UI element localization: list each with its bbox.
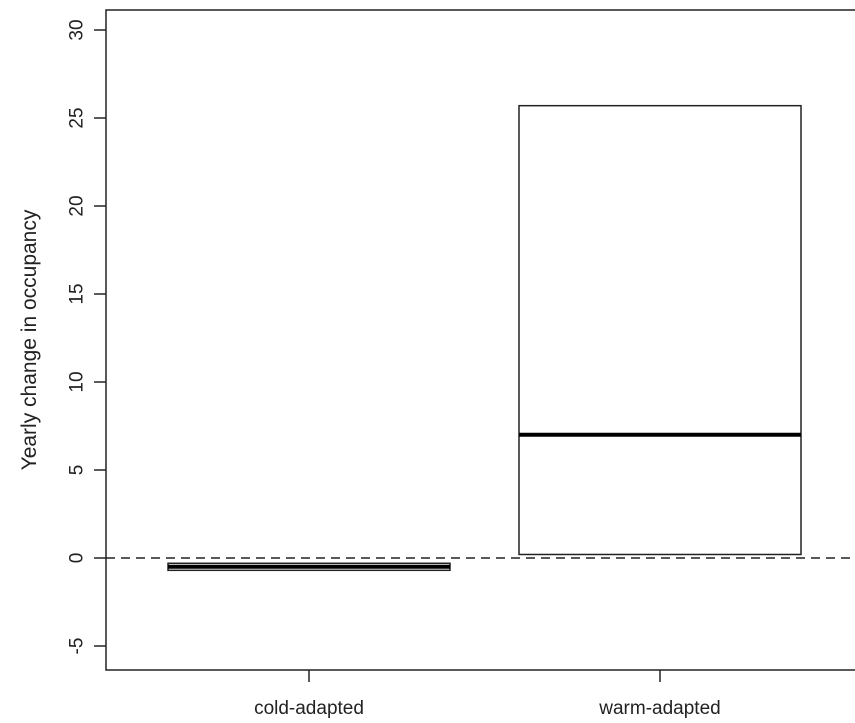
y-tick-label: -5 [67,638,88,655]
y-axis: -5 0 5 10 15 20 25 30 [67,19,106,654]
y-tick-label: 10 [67,371,88,392]
y-tick-label: 15 [67,283,88,304]
y-tick-label: 30 [67,19,88,40]
y-tick-label: 25 [67,107,88,128]
x-tick-label: cold-adapted [254,698,364,719]
boxes [167,104,802,572]
x-axis: cold-adapted warm-adapted [254,670,721,719]
y-axis-title: Yearly change in occupancy [18,209,41,470]
y-tick-label: 20 [67,195,88,216]
plot-frame [105,9,855,671]
y-tick-label: 0 [67,553,88,564]
y-tick-label: 5 [67,465,88,476]
x-tick-label: warm-adapted [598,698,720,719]
box-warm-adapted [518,104,802,556]
